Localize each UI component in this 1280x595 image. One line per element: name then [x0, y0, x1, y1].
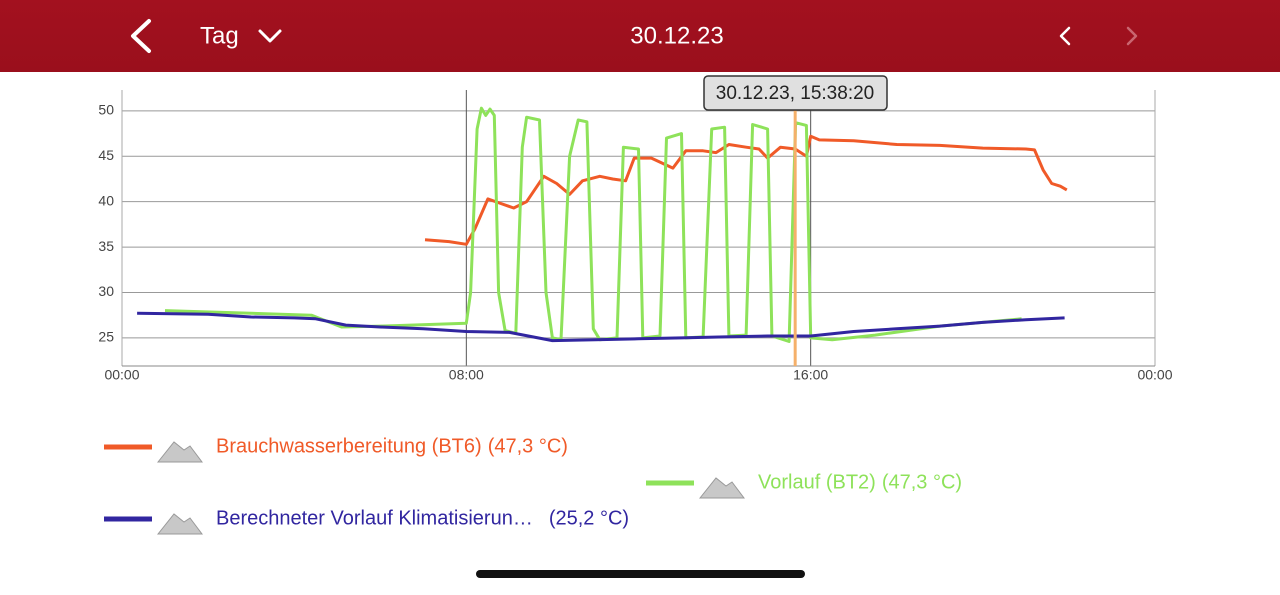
- x-tick-label: 16:00: [793, 367, 828, 383]
- legend-label: Vorlauf (BT2): [758, 471, 876, 493]
- period-dropdown[interactable]: [258, 29, 282, 43]
- legend-label: Berechneter Vorlauf Klimatisierun…: [216, 507, 533, 529]
- tooltip-label: 30.12.23, 15:38:20: [716, 83, 874, 104]
- legend-label: Brauchwasserbereitung (BT6): [216, 435, 482, 457]
- x-tick-label: 08:00: [449, 367, 484, 383]
- home-indicator: [476, 570, 805, 578]
- x-tick-label: 00:00: [104, 367, 139, 383]
- date-label: 30.12.23: [630, 22, 723, 49]
- y-tick-label: 25: [98, 329, 114, 345]
- back-button[interactable]: [131, 19, 151, 53]
- series-line: [137, 311, 1065, 343]
- legend-icon: [156, 441, 203, 463]
- next-button[interactable]: [1126, 26, 1138, 46]
- period-selector[interactable]: Tag: [200, 22, 239, 49]
- y-tick-label: 30: [98, 283, 114, 299]
- legend-icon: [156, 513, 203, 535]
- legend-value: (25,2 °C): [549, 507, 629, 529]
- y-tick-label: 50: [98, 102, 114, 118]
- legend-value: (47,3 °C): [488, 435, 568, 457]
- legend-value: (47,3 °C): [882, 471, 962, 493]
- x-tick-label: 00:00: [1137, 367, 1172, 383]
- y-tick-label: 45: [98, 147, 114, 163]
- tooltip-box: [703, 75, 888, 111]
- chart: 25 30 35 40 45 50 00:00 08:00 16:00 00:00 30.12.23…: [98, 75, 1173, 535]
- prev-button[interactable]: [1059, 26, 1071, 46]
- legend-icon: [698, 477, 745, 499]
- y-tick-label: 40: [98, 192, 114, 208]
- header-bar: [0, 0, 1280, 72]
- y-tick-label: 35: [98, 238, 114, 254]
